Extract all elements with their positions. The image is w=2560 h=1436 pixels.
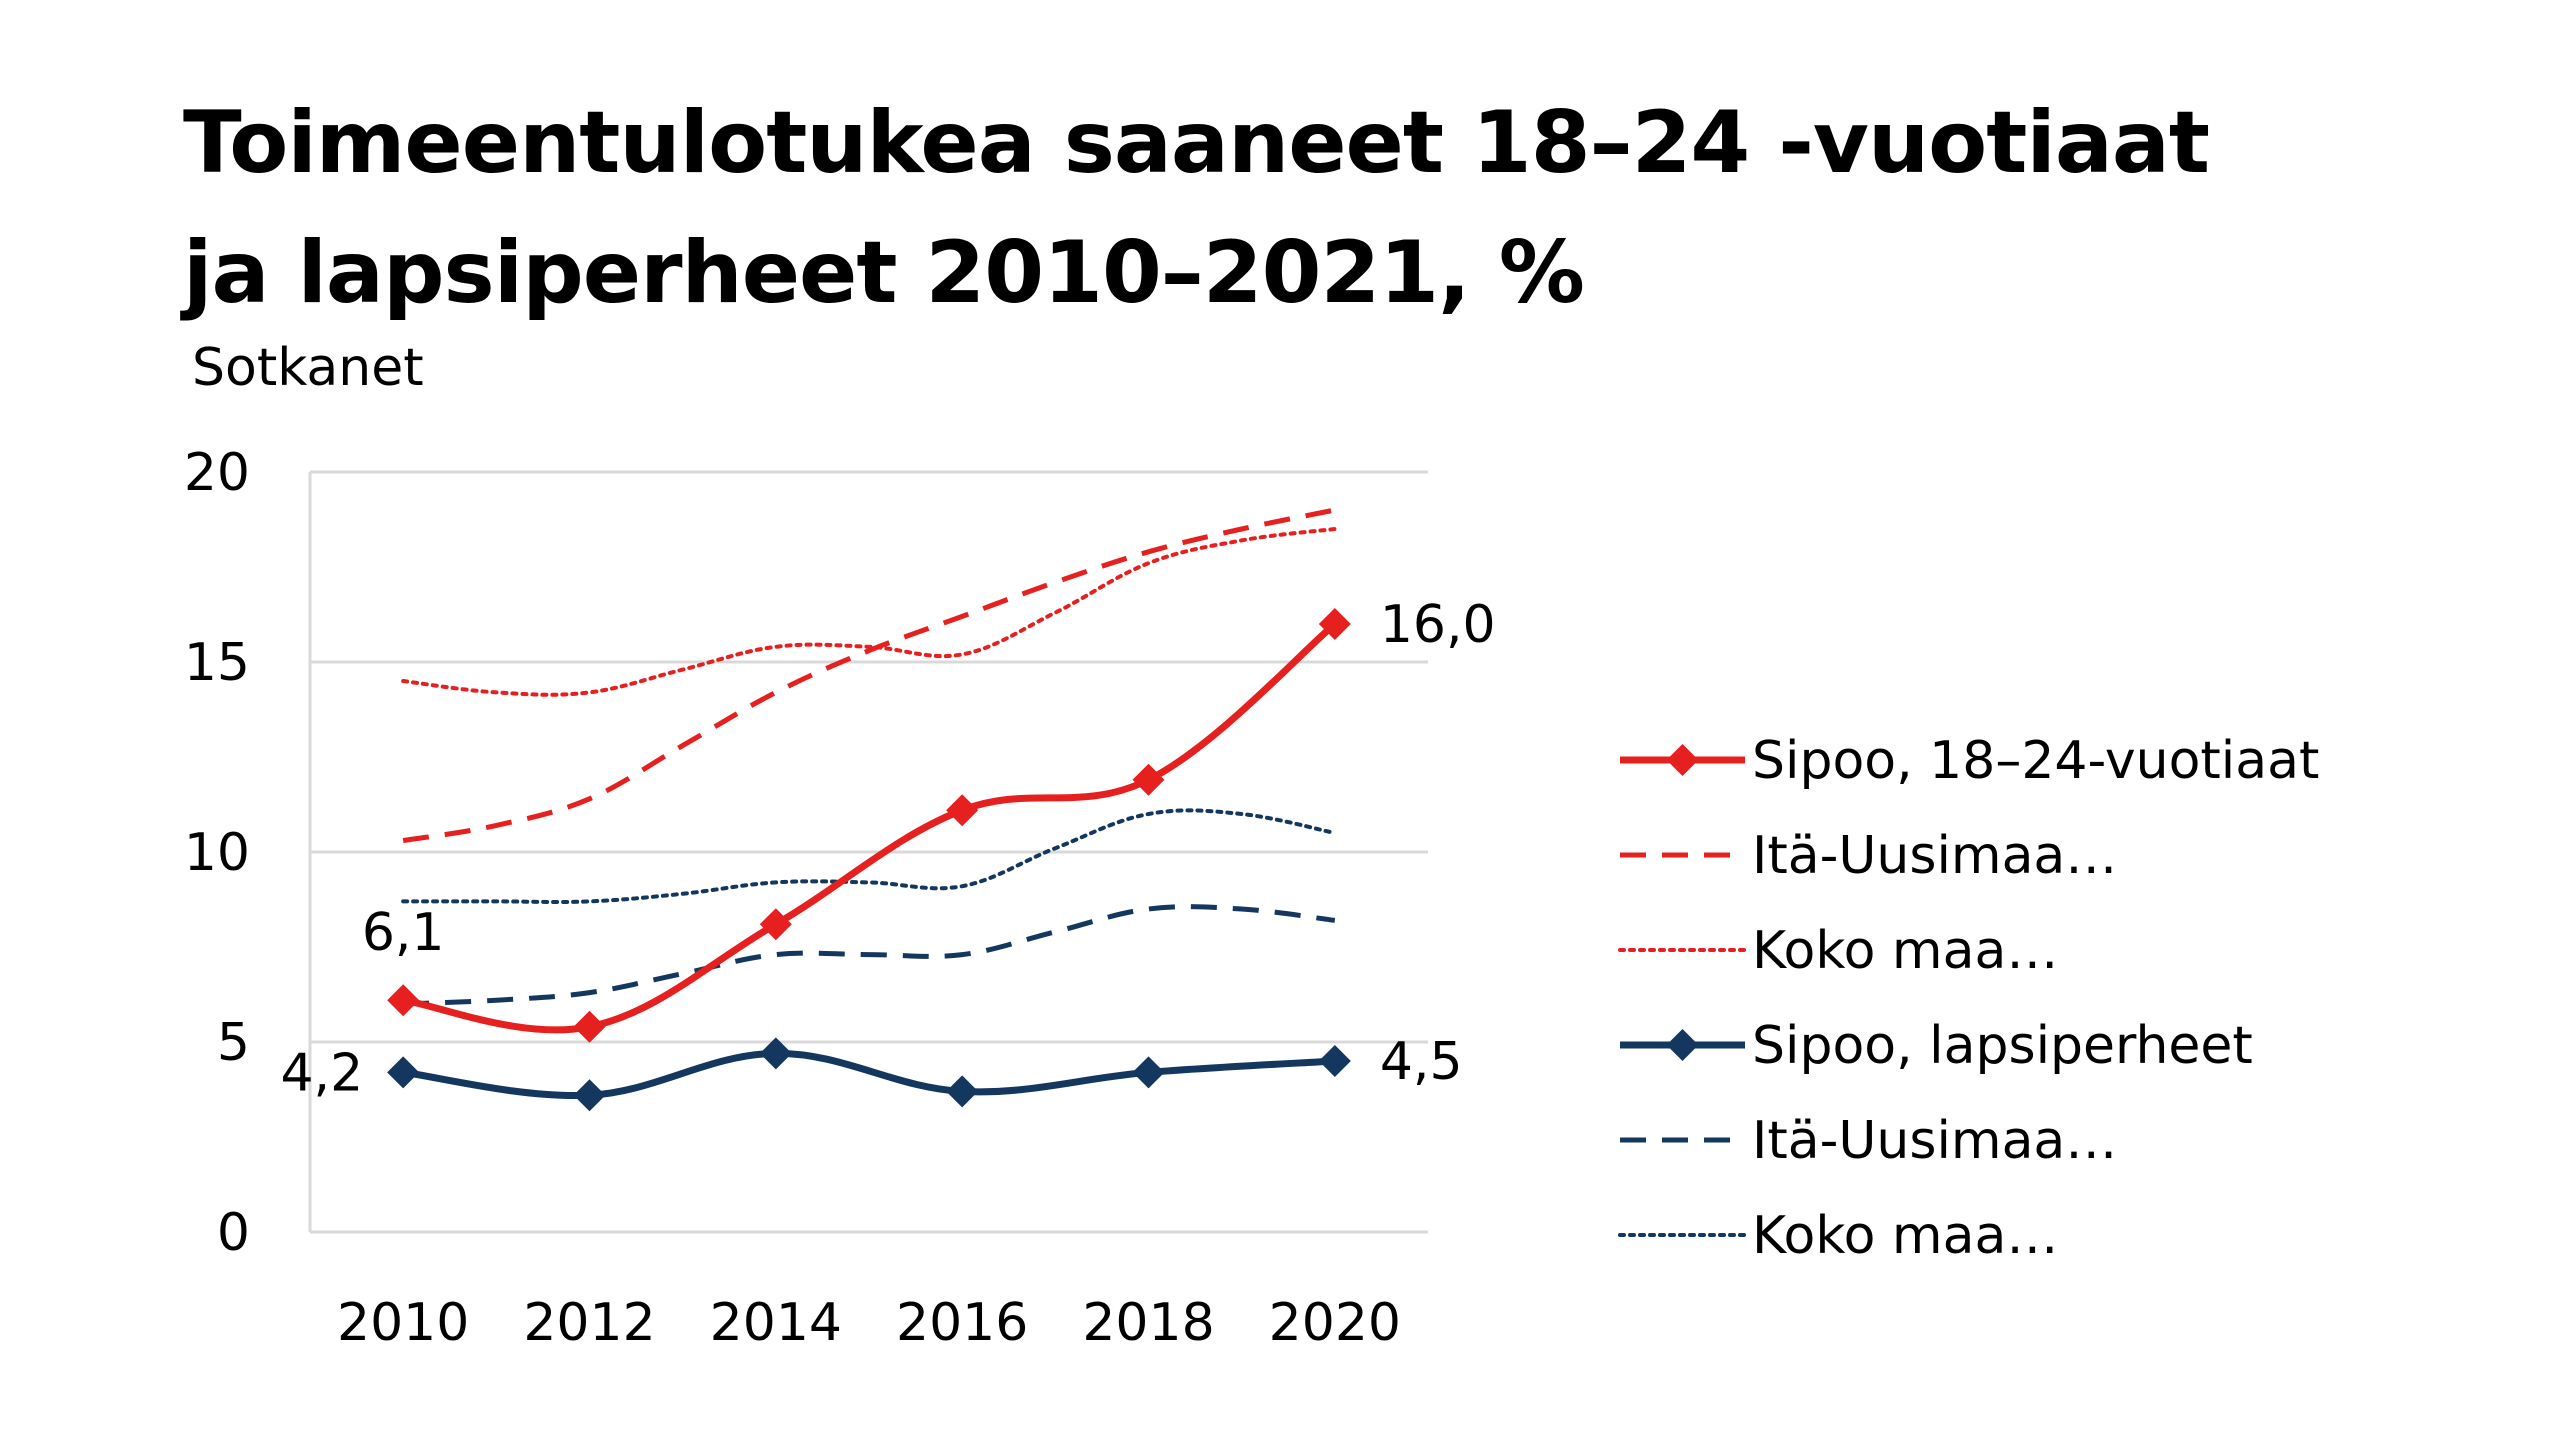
chart-subtitle: Sotkanet (192, 338, 424, 398)
x-tick-label: 2018 (1082, 1293, 1214, 1353)
legend-item: Sipoo, lapsiperheet (1620, 1016, 2253, 1076)
series-line-1 (402, 507, 1336, 844)
y-tick-label: 5 (217, 1013, 250, 1073)
data-labels: 6,1 16,0 4,2 4,5 (280, 595, 1495, 1103)
legend-label: Koko maa… (1752, 921, 2058, 981)
legend-item: Itä-Uusimaa… (1620, 1111, 2117, 1171)
data-point-marker (1318, 1045, 1351, 1077)
series-markers (387, 608, 1351, 1112)
legend-label: Itä-Uusimaa… (1752, 826, 2117, 886)
chart-title: Toimeentulotukea saaneet 18–24 -vuotiaat… (183, 78, 2210, 338)
data-point-marker (1318, 608, 1351, 640)
data-point-marker (1132, 763, 1165, 796)
x-tick-label: 2014 (710, 1293, 842, 1353)
data-point-marker (1132, 1056, 1165, 1089)
data-label: 6,1 (362, 903, 445, 963)
legend-item: Sipoo, 18–24-vuotiaat (1620, 731, 2319, 791)
data-label: 4,5 (1380, 1032, 1463, 1092)
y-tick-label: 15 (184, 633, 250, 693)
y-tick-label: 0 (217, 1203, 250, 1263)
y-tick-label: 20 (184, 443, 250, 503)
chart-title-line-1: Toimeentulotukea saaneet 18–24 -vuotiaat (183, 93, 2210, 193)
legend-diamond-marker (1666, 744, 1699, 776)
data-point-marker (573, 1010, 606, 1043)
x-tick-label: 2010 (337, 1293, 469, 1353)
series-line-0 (402, 621, 1338, 1034)
series-line-4 (403, 904, 1336, 1007)
series-line-2 (401, 527, 1337, 697)
data-point-marker (759, 1037, 792, 1070)
series-lines (401, 507, 1338, 1100)
legend-label: Koko maa… (1752, 1206, 2058, 1266)
data-point-marker (946, 1075, 979, 1108)
legend-item: Koko maa… (1618, 1206, 2058, 1266)
data-label: 4,2 (280, 1043, 363, 1103)
legend-label: Sipoo, 18–24-vuotiaat (1752, 731, 2319, 791)
chart-title-line-2: ja lapsiperheet 2010–2021, % (183, 223, 1585, 323)
series-line-5 (401, 808, 1337, 905)
legend-item: Koko maa… (1618, 921, 2058, 981)
data-point-marker (946, 794, 979, 827)
data-label: 16,0 (1380, 595, 1496, 655)
x-tick-label: 2012 (523, 1293, 655, 1353)
data-point-marker (387, 1056, 420, 1089)
gridlines (310, 470, 1428, 1234)
legend-item: Itä-Uusimaa… (1620, 826, 2117, 886)
y-tick-label: 10 (184, 823, 250, 883)
legend: Sipoo, 18–24-vuotiaat Itä-Uusimaa… Koko ma… (1618, 731, 2319, 1266)
axes: 0 5 10 15 20 2010 2012 2014 2016 2018 2020 (184, 443, 1401, 1353)
series-line-3 (402, 1049, 1336, 1100)
x-tick-label: 2020 (1269, 1293, 1401, 1353)
legend-label: Itä-Uusimaa… (1752, 1111, 2117, 1171)
legend-diamond-marker (1666, 1029, 1699, 1061)
data-point-marker (573, 1079, 606, 1112)
data-point-marker (387, 984, 420, 1017)
data-point-marker (759, 908, 792, 941)
x-tick-label: 2016 (896, 1293, 1028, 1353)
legend-label: Sipoo, lapsiperheet (1752, 1016, 2253, 1076)
